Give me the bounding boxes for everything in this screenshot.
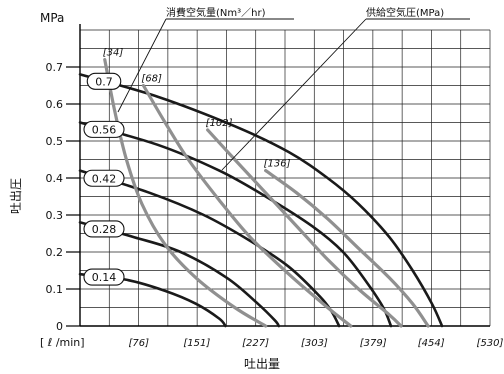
x-unit-label: [ ℓ /min] (40, 336, 85, 349)
pressure-label-0.14: 0.14 (83, 268, 125, 286)
pressure-label-pill (83, 220, 125, 238)
pressure-label-0.56: 0.56 (83, 120, 125, 138)
pressure-label-text: 0.28 (92, 223, 117, 236)
pressure-label-pill (83, 120, 125, 138)
y-unit-label: MPa (40, 11, 64, 25)
air-label-[102]: [102] (206, 118, 233, 129)
x-tick-label: [76] (129, 338, 150, 349)
air-label-[136]: [136] (264, 159, 291, 170)
y-tick-label: 0.6 (46, 98, 64, 111)
y-tick-label: 0.4 (46, 172, 64, 185)
air-curve-[136] (264, 169, 430, 328)
pressure-label-text: 0.14 (92, 271, 117, 284)
air-curve-[102] (206, 128, 403, 328)
pressure-label-0.7: 0.7 (86, 72, 122, 90)
air-label-[68]: [68] (141, 74, 162, 85)
air-curve-[34] (103, 58, 268, 328)
x-axis-title: 吐出量 (244, 357, 280, 371)
air-curve-[68] (141, 83, 353, 328)
air-label-[34]: [34] (103, 48, 124, 59)
y-tick-label: 0 (56, 320, 63, 333)
callout-pressure-leader (221, 18, 367, 171)
y-tick-label: 0.1 (46, 283, 64, 296)
pressure-label-text: 0.56 (92, 123, 117, 136)
air-consumption-curves (103, 58, 430, 328)
x-tick-label: [530] (477, 338, 504, 349)
y-axis-title: 吐出圧 (9, 178, 23, 214)
y-tick-label: 0.3 (46, 209, 64, 222)
y-tick-label: 0.2 (46, 246, 64, 259)
curve-labels: 0.7 0.56 0.42 0.28 0.14 [34] [68] [102] [136] (83, 48, 291, 286)
pressure-label-pill (83, 169, 125, 187)
pressure-curve-0.28 (78, 221, 281, 328)
pressure-curve-0.7 (78, 73, 444, 328)
pressure-label-pill (83, 268, 125, 286)
pressure-label-text: 0.42 (92, 172, 117, 185)
pressure-curves (78, 73, 444, 328)
pressure-label-0.42: 0.42 (83, 169, 125, 187)
pressure-label-text: 0.7 (95, 75, 113, 88)
callout-air-leader (117, 18, 167, 113)
callout-air-consumption: 消費空気量(Nm³／hr) (166, 6, 266, 19)
pressure-label-pill (86, 72, 122, 90)
grid (79, 29, 491, 327)
y-tick-label: 0.5 (46, 135, 64, 148)
axes: 0 0.1 0.2 0.3 0.4 0.5 0.6 0.7 [76] [151] [227] [303… (46, 24, 504, 349)
x-tick-label: [454] (418, 338, 445, 349)
callout-supply-pressure: 供給空気圧(MPa) (366, 6, 444, 19)
x-tick-label: [227] (242, 338, 269, 349)
y-tick-label: 0.7 (46, 61, 64, 74)
pressure-curve-0.56 (78, 121, 393, 328)
x-tick-label: [379] (360, 338, 387, 349)
x-tick-label: [303] (301, 338, 328, 349)
x-tick-label: [151] (183, 338, 210, 349)
pressure-label-0.28: 0.28 (83, 220, 125, 238)
